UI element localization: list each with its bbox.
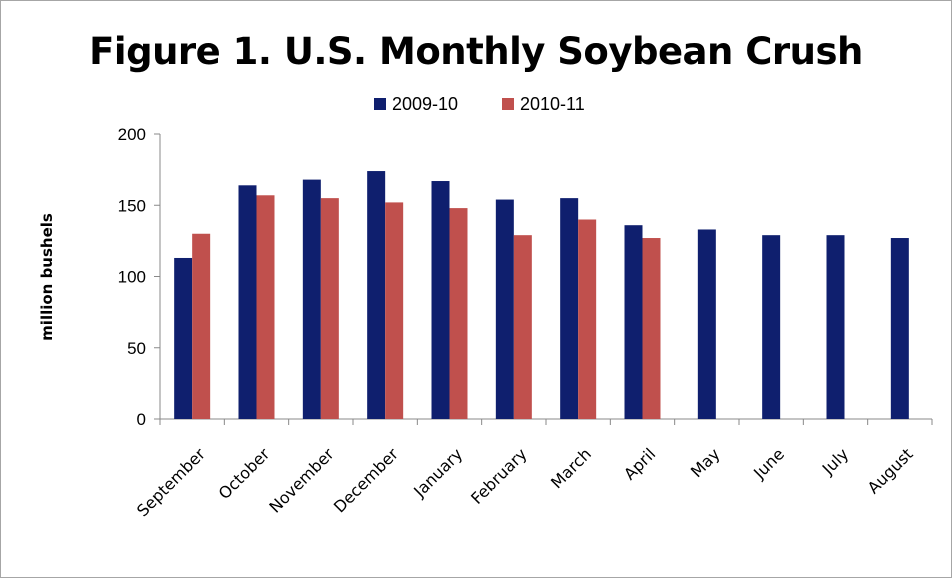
bar-2010-11	[320, 198, 339, 419]
x-tick-label: January	[409, 444, 466, 501]
y-tick-label: 150	[118, 196, 146, 215]
bar-2010-11	[449, 208, 468, 419]
x-tick-label: May	[687, 444, 724, 481]
bar-2009-10	[624, 225, 643, 419]
x-tick-label: June	[749, 444, 788, 483]
bar-2009-10	[826, 235, 845, 419]
x-tick-label: December	[330, 444, 402, 516]
legend-swatch	[374, 98, 386, 110]
chart-title: Figure 1. U.S. Monthly Soybean Crush	[89, 30, 863, 73]
bar-2009-10	[495, 199, 514, 419]
bar-2010-11	[513, 235, 532, 419]
x-tick-label: February	[467, 444, 531, 508]
legend-swatch	[502, 98, 514, 110]
x-tick-label: November	[265, 444, 338, 517]
bar-2009-10	[174, 257, 193, 419]
bar-2009-10	[302, 179, 321, 419]
bar-2009-10	[762, 235, 781, 419]
bar-2009-10	[431, 181, 450, 419]
bar-2009-10	[697, 229, 716, 419]
bar-2009-10	[238, 185, 257, 419]
x-tick-label: April	[620, 444, 659, 483]
legend-label: 2010-11	[520, 94, 585, 114]
bar-2009-10	[367, 171, 386, 419]
x-tick-label: March	[547, 444, 595, 492]
x-tick-label: July	[818, 444, 852, 478]
x-tick-label: October	[215, 444, 274, 503]
bar-2009-10	[890, 238, 909, 419]
y-tick-label: 50	[127, 339, 146, 358]
y-tick-label: 0	[137, 410, 146, 429]
bar-2009-10	[560, 198, 579, 419]
x-tick-label: September	[133, 444, 209, 520]
y-axis-label: million bushels	[38, 213, 56, 341]
y-tick-label: 200	[118, 125, 146, 144]
x-tick-label: August	[864, 444, 917, 497]
bars	[174, 171, 909, 419]
legend-label: 2009-10	[392, 94, 458, 114]
y-tick-label: 100	[118, 268, 146, 287]
bar-2010-11	[256, 195, 275, 419]
bar-2010-11	[192, 233, 211, 419]
y-axis: 0 50 100 150 200	[118, 125, 161, 429]
legend: 2009-10 2010-11	[374, 94, 585, 114]
bar-2010-11	[385, 202, 404, 419]
bar-2010-11	[578, 219, 597, 419]
bar-2010-11	[642, 238, 661, 419]
